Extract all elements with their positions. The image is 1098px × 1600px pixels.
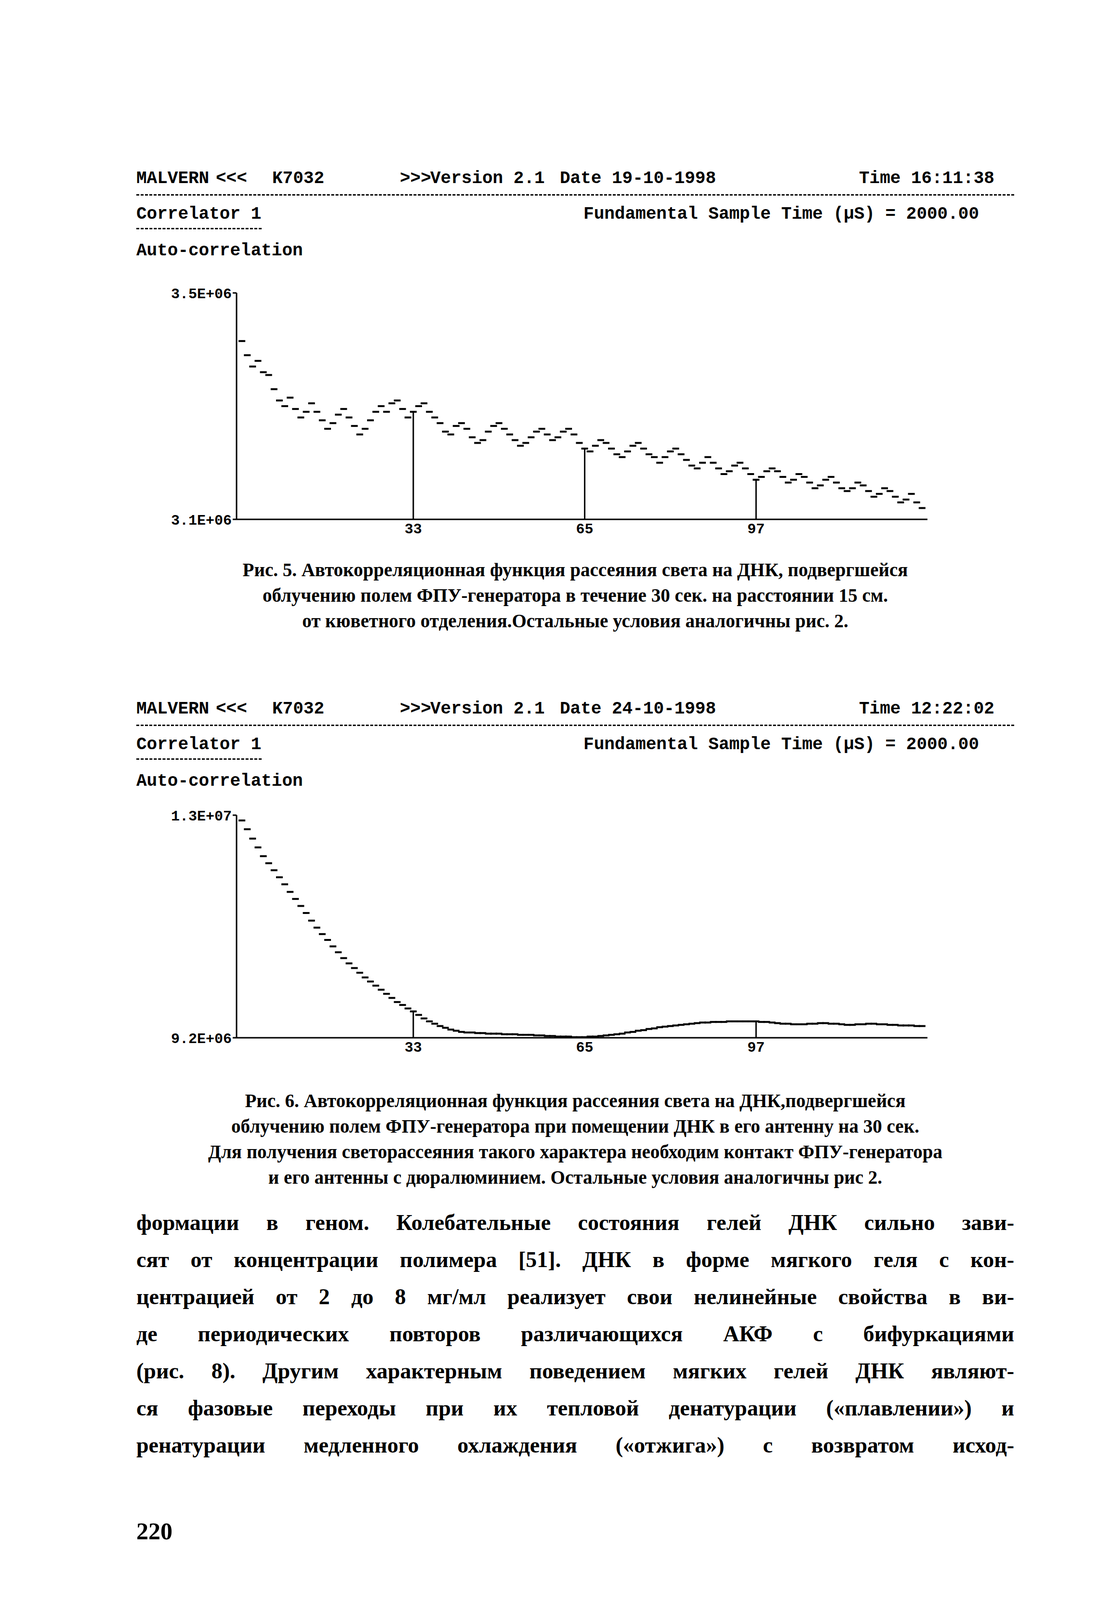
- html-text:K7032: K7032: [272, 168, 325, 189]
- html-text:220: 220: [136, 1517, 173, 1545]
- html-text:облучению полем ФПУ-генератора: облучению полем ФПУ-генератора в течение…: [262, 584, 888, 606]
- html-text:и его антенны с дюралюминием.: и его антенны с дюралюминием. Остальные …: [268, 1166, 883, 1188]
- html-text:Time 12:22:02: Time 12:22:02: [859, 699, 995, 719]
- html-text:MALVERN <<<: MALVERN <<<: [136, 699, 248, 719]
- html-text:Correlator 1: Correlator 1: [136, 734, 262, 755]
- html-text:(рис. 8). Другим характерным п: (рис. 8). Другим характерным поведением …: [136, 1358, 1015, 1384]
- html-text:от кюветного отделения.Остальн: от кюветного отделения.Остальные условия…: [302, 610, 849, 632]
- html-text:Fundamental Sample Time (µS) =: Fundamental Sample Time (µS) = 2000.00: [583, 204, 979, 225]
- svg-text:3.1E+06: 3.1E+06: [171, 512, 232, 530]
- html-text:Correlator 1: Correlator 1: [136, 204, 262, 225]
- html-text:K7032: K7032: [272, 699, 325, 719]
- html-text:Рис. 6. Автокорреляционная фун: Рис. 6. Автокорреляционная функция рассе…: [244, 1090, 906, 1112]
- svg-text:97: 97: [747, 1039, 765, 1057]
- html-text:формации в геном. Колебательны: формации в геном. Колебательные состояни…: [136, 1210, 1015, 1235]
- html-text:ся фазовые переходы при их теп: ся фазовые переходы при их тепловой дена…: [136, 1395, 1015, 1421]
- svg-text:65: 65: [576, 521, 594, 538]
- svg-text:3.5E+06: 3.5E+06: [171, 286, 232, 303]
- html-text:ренатурации медленного охлажде: ренатурации медленного охлаждения («отжи…: [136, 1432, 1015, 1458]
- svg-text:1.3E+07: 1.3E+07: [171, 808, 232, 825]
- svg-text:33: 33: [404, 521, 423, 538]
- html-text:Рис. 5. Автокорреляционная фун: Рис. 5. Автокорреляционная функция рассе…: [242, 559, 908, 581]
- html-text:Date 19-10-1998: Date 19-10-1998: [559, 168, 716, 189]
- svg-text:33: 33: [404, 1039, 423, 1057]
- html-text:сят от концентрации полимера [: сят от концентрации полимера [51]. ДНК в…: [136, 1247, 1015, 1272]
- svg-text:9.2E+06: 9.2E+06: [171, 1031, 232, 1048]
- html-text:Time 16:11:38: Time 16:11:38: [859, 168, 995, 189]
- html-text:облучению полем ФПУ-генератора: облучению полем ФПУ-генератора при помещ…: [231, 1115, 920, 1137]
- svg-text:97: 97: [747, 521, 765, 538]
- html-text:Date 24-10-1998: Date 24-10-1998: [559, 699, 716, 719]
- html-text:>>> Version 2.1: >>> Version 2.1: [399, 699, 545, 719]
- svg-text:65: 65: [576, 1039, 594, 1057]
- html-text:MALVERN <<<: MALVERN <<<: [136, 168, 248, 189]
- html-text:центрацией от 2 до 8 мг/мл реа: центрацией от 2 до 8 мг/мл реализует сво…: [136, 1284, 1015, 1310]
- html-text:Auto-correlation: Auto-correlation: [136, 771, 303, 792]
- html-text:>>> Version 2.1: >>> Version 2.1: [399, 168, 545, 189]
- html-text:де периодических повторов разл: де периодических повторов различающихся …: [136, 1321, 1015, 1347]
- html-text:Auto-correlation: Auto-correlation: [136, 240, 303, 261]
- html-text:Для получения светорассеяния т: Для получения светорассеяния такого хара…: [208, 1141, 943, 1163]
- html-text:Fundamental Sample Time (µS) =: Fundamental Sample Time (µS) = 2000.00: [583, 734, 979, 755]
